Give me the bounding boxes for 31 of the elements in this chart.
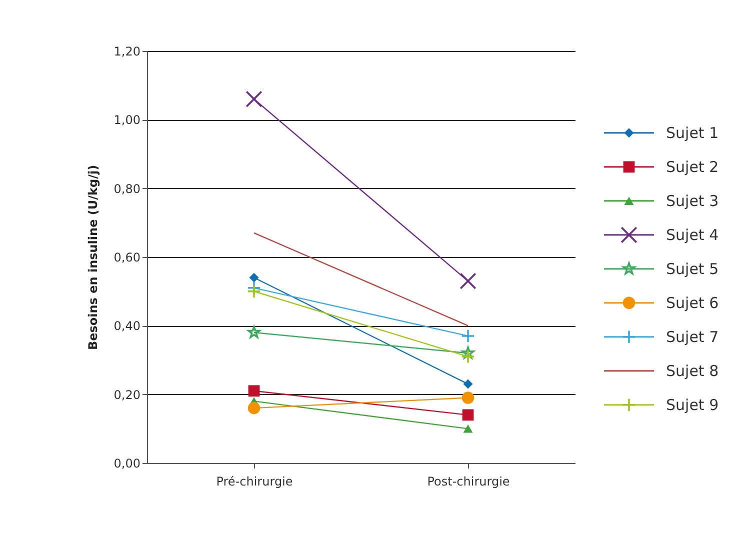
x-tick-label: Post-chirurgie — [427, 474, 510, 488]
legend-label: Sujet 5 — [666, 260, 719, 278]
y-tick-label: 0,60 — [114, 250, 140, 264]
point — [249, 272, 259, 282]
y-tick-label: 0,00 — [114, 456, 140, 470]
legend-label: Sujet 8 — [666, 362, 719, 380]
y-tick-label: 0,80 — [114, 182, 140, 196]
legend-label: Sujet 1 — [666, 124, 719, 142]
legend-label: Sujet 3 — [666, 192, 719, 210]
legend-label: Sujet 6 — [666, 294, 719, 312]
y-tick-label: 1,20 — [114, 44, 140, 58]
point — [460, 350, 476, 364]
legend-label: Sujet 9 — [666, 396, 719, 414]
point — [460, 272, 476, 290]
x-tick-label: Pré-chirurgie — [216, 474, 293, 488]
y-axis-title: Besoins en insuline (U/kg/j) — [86, 164, 100, 350]
point — [460, 328, 476, 343]
point — [246, 90, 262, 108]
point — [246, 284, 262, 298]
legend-label: Sujet 7 — [666, 328, 719, 346]
point — [248, 385, 260, 397]
point — [248, 326, 260, 338]
legend-label: Sujet 4 — [666, 226, 719, 244]
point — [462, 392, 474, 404]
y-tick-label: 0,20 — [114, 388, 140, 402]
point — [463, 379, 473, 389]
y-tick-label: 1,00 — [114, 113, 140, 128]
legend-label: Sujet 2 — [666, 158, 719, 176]
point — [248, 402, 260, 414]
y-tick-label: 0,40 — [114, 319, 140, 334]
point — [462, 409, 474, 421]
